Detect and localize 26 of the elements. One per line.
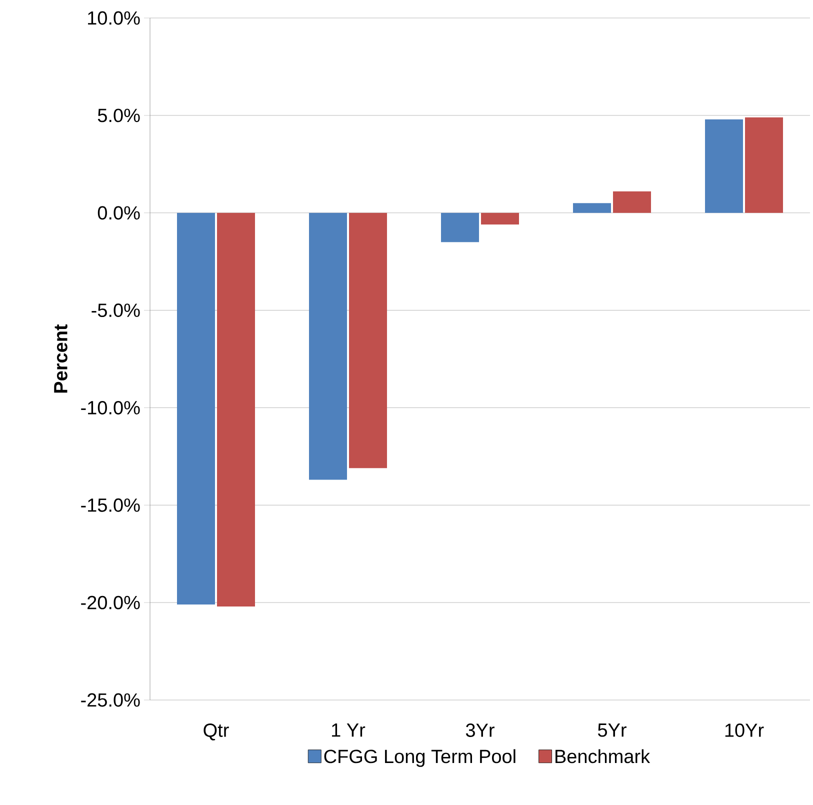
y-tick-label: -20.0%	[81, 596, 140, 610]
bar	[441, 212, 480, 242]
bar	[349, 212, 387, 468]
y-tick-label: 5.0%	[98, 108, 140, 122]
bar	[177, 212, 216, 605]
legend-label: CFGG Long Term Pool	[324, 749, 516, 767]
bar	[705, 119, 744, 213]
bar	[613, 191, 652, 213]
y-tick-label: 10.0%	[88, 11, 140, 25]
y-tick-label: 0.0%	[98, 206, 140, 220]
x-tick-label: 1 Yr	[332, 724, 366, 737]
x-tick-label: 10Yr	[725, 724, 764, 737]
y-tick-label: -5.0%	[92, 304, 140, 318]
y-tick-label: -15.0%	[81, 498, 140, 512]
legend-label: Benchmark	[556, 749, 650, 764]
bar	[573, 203, 612, 213]
bar	[217, 212, 255, 606]
x-tick-label: 3Yr	[466, 724, 494, 737]
bar	[481, 212, 520, 225]
y-tick-label: -25.0%	[81, 693, 140, 707]
y-tick-label: -10.0%	[81, 400, 140, 414]
bar	[745, 117, 784, 213]
x-tick-label: Qtr	[204, 724, 229, 740]
y-axis-title: Percent	[54, 324, 68, 393]
bar	[309, 212, 348, 480]
x-tick-label: 5Yr	[598, 724, 626, 737]
